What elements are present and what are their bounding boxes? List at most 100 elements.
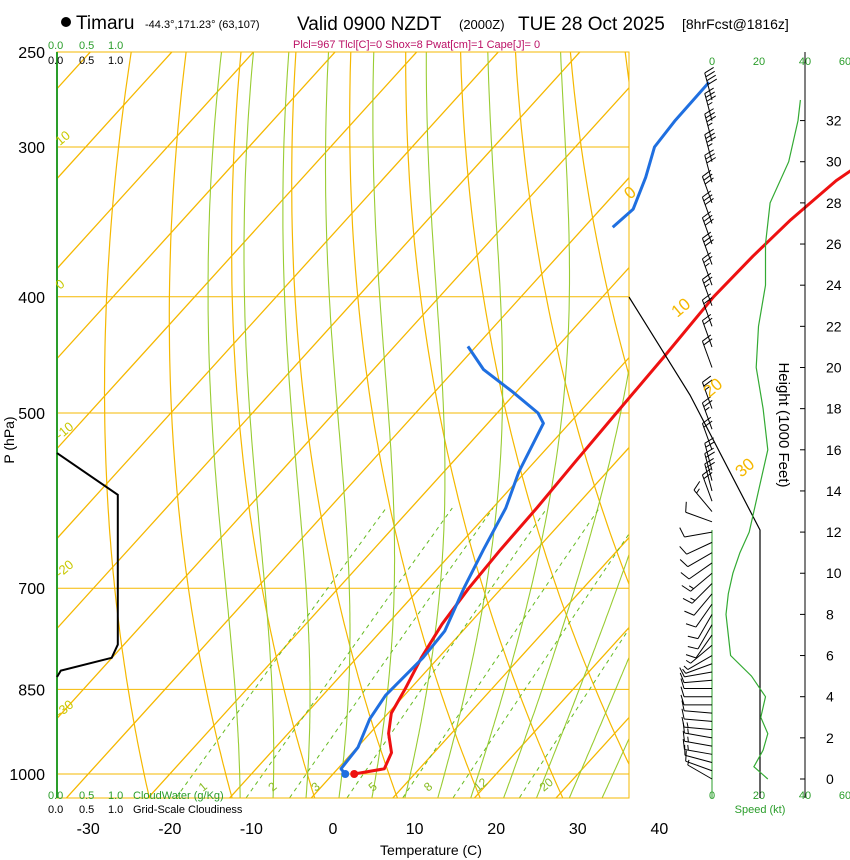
dry-adiabat-line bbox=[405, 52, 564, 798]
height-tick-label: 10 bbox=[826, 565, 842, 581]
moist-adiabat-line bbox=[282, 52, 311, 798]
temperature-line bbox=[353, 169, 850, 776]
wind-barb-flag bbox=[704, 437, 714, 444]
wind-barb bbox=[704, 447, 715, 481]
wind-barb bbox=[704, 67, 718, 101]
wind-barb-staff bbox=[691, 583, 713, 604]
speed-axis-title: Speed (kt) bbox=[735, 804, 786, 816]
wind-barb bbox=[701, 396, 713, 430]
isotherm-line bbox=[57, 52, 336, 360]
wind-barb bbox=[682, 739, 713, 755]
wind-barb-staff bbox=[684, 740, 713, 747]
moist-adiabat-line bbox=[404, 52, 446, 798]
cloudwater-bottom-tick-0: 0.0 bbox=[48, 790, 63, 802]
wind-barb-half-flag bbox=[682, 668, 687, 674]
wind-barb-half-flag bbox=[696, 488, 700, 494]
wind-barb-half-flag bbox=[707, 101, 713, 106]
isotherm-line bbox=[57, 52, 92, 90]
wind-barb-staff bbox=[701, 320, 713, 348]
dry-adiabat-line bbox=[168, 52, 233, 798]
isotherm-line bbox=[57, 52, 418, 450]
temperature-tick-label: 40 bbox=[651, 821, 669, 838]
height-tick-label: 32 bbox=[826, 113, 842, 129]
wind-barb bbox=[685, 501, 713, 523]
cloudwater-bottom-tick-2: 1.0 bbox=[108, 790, 123, 802]
wind-barb-staff bbox=[684, 754, 713, 764]
wind-barb-flag bbox=[702, 334, 712, 342]
plot-frame bbox=[56, 51, 630, 799]
wind-barb-flag bbox=[702, 375, 712, 383]
moist-adiabat-line bbox=[470, 52, 571, 798]
height-tick-label: 28 bbox=[826, 195, 842, 211]
height-tick-label: 8 bbox=[826, 606, 834, 622]
wind-barb bbox=[685, 634, 713, 659]
wind-barb-half-flag bbox=[704, 283, 710, 288]
height-tick-label: 16 bbox=[826, 442, 842, 458]
moist-adiabat-line bbox=[243, 52, 275, 798]
wind-barb bbox=[681, 700, 713, 714]
wind-barb-half-flag bbox=[704, 386, 710, 391]
wind-barb-staff bbox=[701, 196, 713, 224]
wind-barb-half-flag bbox=[704, 262, 710, 267]
height-axis-title: Height (1000 Feet) bbox=[775, 362, 792, 487]
wind-barb-half-flag bbox=[688, 585, 694, 590]
temperature-tick-label: 10 bbox=[406, 821, 424, 838]
height-tick-label: 6 bbox=[826, 648, 834, 664]
temperature-tick-label: -20 bbox=[158, 821, 181, 838]
wind-barb bbox=[687, 624, 713, 650]
moist-adiabat-line bbox=[207, 52, 241, 798]
temperature-tick-label: -10 bbox=[240, 821, 263, 838]
wind-barb-staff bbox=[701, 474, 713, 502]
wind-barb-flag bbox=[681, 716, 685, 728]
mixing-ratio-line bbox=[245, 507, 453, 798]
wind-barb bbox=[701, 272, 713, 306]
wind-barb-staff bbox=[701, 176, 713, 204]
wind-barb-flag bbox=[702, 211, 712, 219]
wind-barb-flag bbox=[703, 297, 713, 305]
wind-barb-flag bbox=[684, 610, 695, 616]
wind-barb-staff bbox=[704, 72, 713, 101]
speed-bottom-tick-1: 20 bbox=[753, 790, 765, 802]
height-tick-label: 26 bbox=[826, 236, 842, 252]
wind-barb-staff bbox=[687, 552, 713, 568]
speed-bottom-tick-3: 60 bbox=[839, 790, 850, 802]
height-tick-label: 20 bbox=[826, 359, 842, 375]
height-tick-label: 0 bbox=[826, 771, 834, 787]
wind-barb-flag bbox=[703, 276, 713, 284]
wind-barb-staff bbox=[697, 624, 713, 650]
wind-barb bbox=[680, 678, 712, 689]
wind-barb bbox=[679, 541, 713, 555]
cloudwater-top-tick-2: 1.0 bbox=[108, 40, 123, 52]
height-tick-label: 14 bbox=[826, 483, 842, 499]
left-isotherm-label: 10 bbox=[52, 128, 73, 149]
wind-barb bbox=[685, 644, 713, 664]
wind-barb-staff bbox=[684, 732, 713, 739]
wind-barb-flag bbox=[679, 527, 685, 538]
wind-barb-staff bbox=[693, 489, 713, 512]
mixing-ratio-line bbox=[288, 507, 494, 798]
dry-adiabat-line bbox=[349, 52, 481, 798]
wind-barb-flag bbox=[680, 686, 685, 697]
wind-barb-half-flag bbox=[686, 722, 689, 728]
wind-barb-staff bbox=[701, 341, 713, 368]
pressure-tick-label: 850 bbox=[18, 682, 45, 699]
wind-barb-flag bbox=[702, 293, 712, 301]
wind-barb-half-flag bbox=[687, 728, 689, 734]
wind-barb bbox=[680, 694, 712, 706]
cloudiness-top-tick-0: 0.0 bbox=[48, 55, 63, 67]
wind-barb-staff bbox=[687, 764, 713, 780]
wind-barb-flag bbox=[685, 654, 697, 659]
wind-barb bbox=[684, 744, 713, 764]
height-tick-label: 4 bbox=[826, 689, 834, 705]
wind-barb-flag bbox=[704, 218, 714, 226]
speed-top-tick-1: 20 bbox=[753, 56, 765, 68]
wind-barb-staff bbox=[685, 663, 713, 674]
wind-barb-flag bbox=[704, 67, 714, 74]
panel-boundary-line bbox=[628, 296, 761, 798]
dry-adiabat-line bbox=[624, 52, 629, 87]
wind-barb-staff bbox=[687, 655, 713, 670]
wind-barb-half-flag bbox=[707, 143, 713, 147]
wind-barb-staff bbox=[684, 748, 713, 755]
pressure-tick-label: 400 bbox=[18, 290, 45, 307]
